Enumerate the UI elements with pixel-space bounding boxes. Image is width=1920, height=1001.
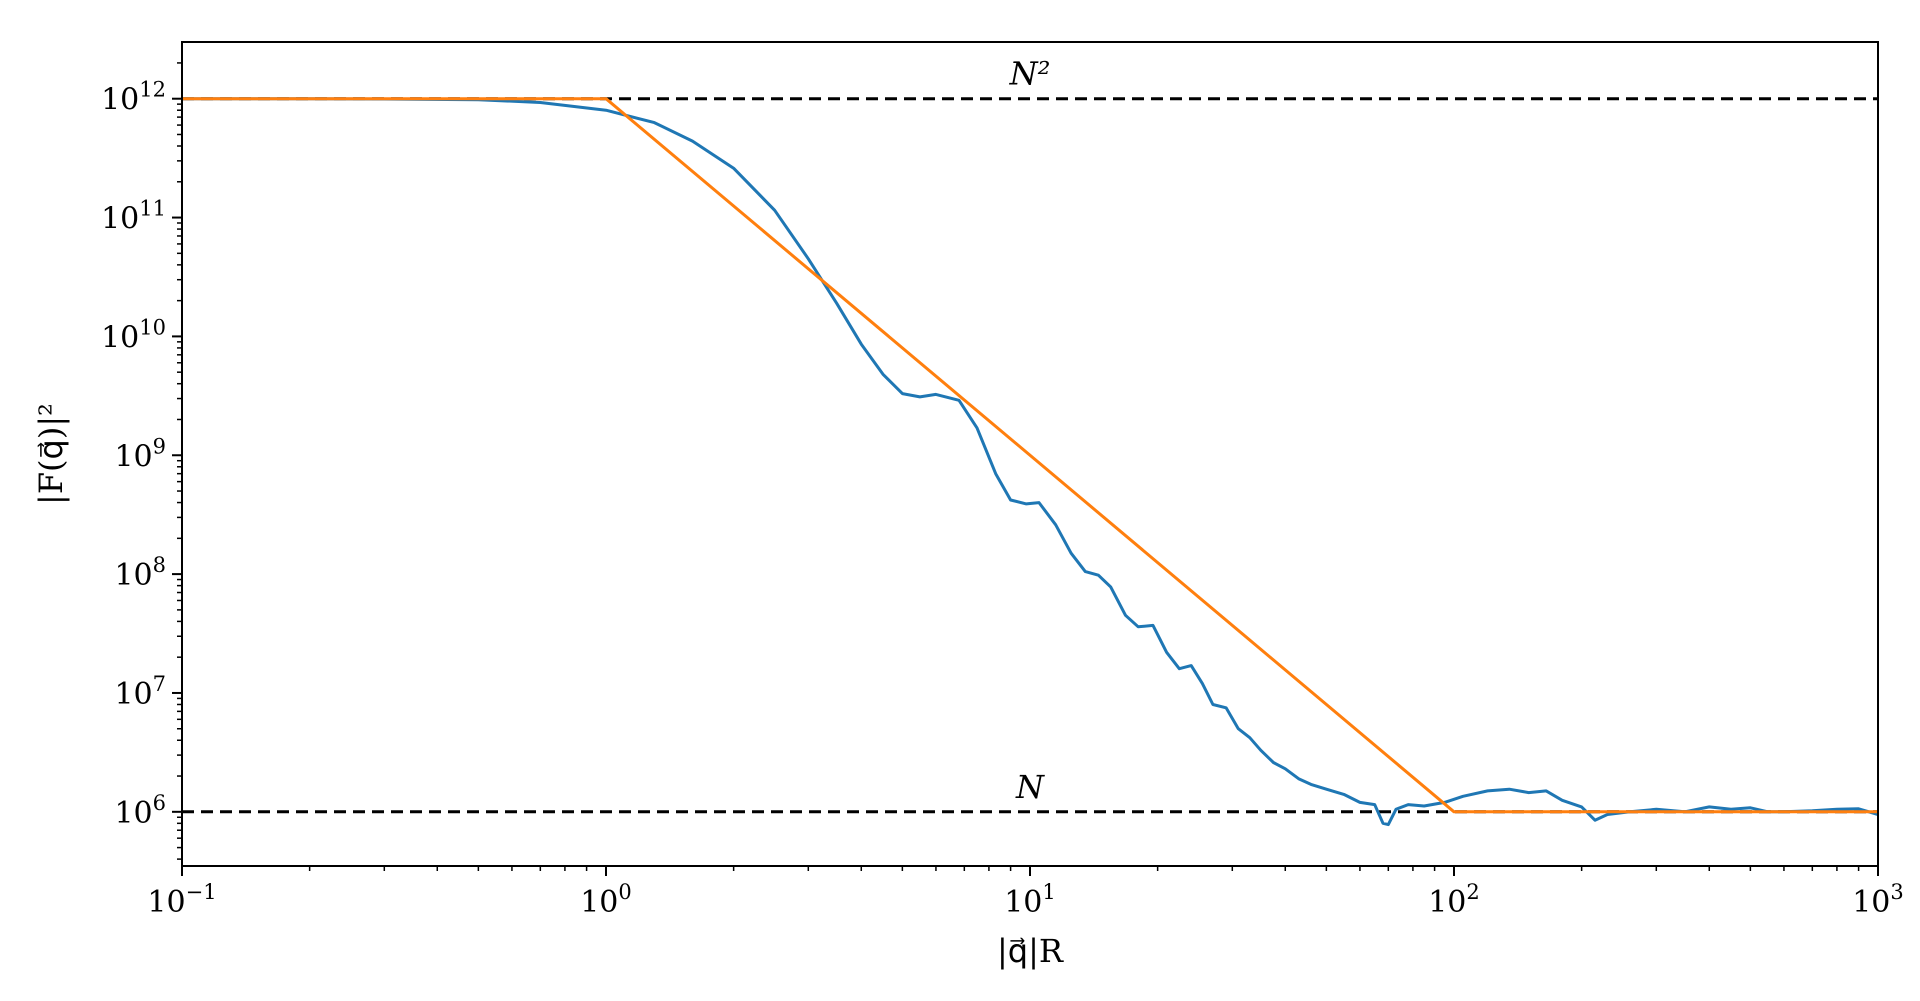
series-line-1 — [182, 97, 1878, 814]
series-lines — [181, 97, 1879, 827]
x-tick-label-2: 101 — [1004, 880, 1056, 920]
y-axis-label: |F(q⃗)|² — [32, 403, 70, 505]
tick-labels: 10−1 100 101 102 103 106 107 108 109 1010 1011 1012 — [101, 78, 1904, 920]
x-axis-label: |q⃗|R — [997, 932, 1064, 970]
x-tick-label-3: 102 — [1428, 880, 1480, 920]
y-tick-label-3: 109 — [114, 434, 166, 474]
annotation-bottom: N — [1015, 768, 1045, 806]
x-tick-label-1: 100 — [580, 880, 632, 920]
axis-ticks — [172, 62, 1879, 876]
y-tick-label-6: 1012 — [101, 78, 166, 118]
y-tick-label-5: 1011 — [101, 197, 166, 237]
y-tick-label-0: 106 — [114, 791, 166, 831]
y-tick-label-1: 107 — [114, 672, 166, 712]
x-tick-label-0: 10−1 — [147, 880, 216, 920]
series-line-0 — [181, 97, 1879, 827]
plot-frame — [181, 41, 1879, 867]
annotation-top: N² — [1009, 55, 1051, 93]
y-tick-label-4: 1010 — [101, 315, 166, 355]
y-tick-label-2: 108 — [114, 553, 166, 593]
x-tick-label-4: 103 — [1852, 880, 1904, 920]
